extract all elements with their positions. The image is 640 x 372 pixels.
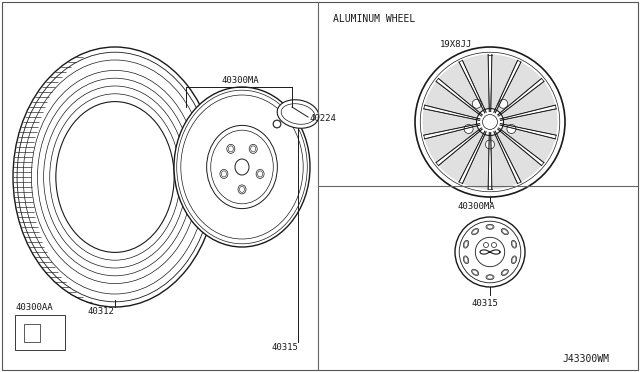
Ellipse shape [501, 269, 508, 276]
Circle shape [472, 99, 481, 108]
Polygon shape [424, 81, 481, 119]
Polygon shape [495, 62, 541, 115]
Circle shape [507, 125, 516, 134]
Text: J43300WM: J43300WM [562, 354, 609, 364]
Ellipse shape [235, 159, 249, 175]
Text: 40312: 40312 [87, 307, 114, 316]
Circle shape [476, 237, 505, 267]
Polygon shape [422, 109, 479, 135]
Circle shape [499, 99, 508, 108]
Text: ALUMINUM WHEEL: ALUMINUM WHEEL [333, 14, 415, 24]
Circle shape [477, 109, 504, 135]
Polygon shape [424, 125, 481, 163]
Ellipse shape [501, 228, 508, 235]
Text: 40224: 40224 [310, 114, 337, 123]
Ellipse shape [472, 228, 479, 235]
Ellipse shape [511, 256, 516, 264]
Ellipse shape [273, 120, 281, 128]
Ellipse shape [463, 256, 468, 264]
Polygon shape [491, 55, 518, 112]
Ellipse shape [277, 100, 319, 128]
Ellipse shape [486, 275, 494, 280]
Polygon shape [499, 125, 556, 163]
Ellipse shape [56, 102, 174, 252]
Ellipse shape [511, 240, 516, 248]
Ellipse shape [220, 169, 228, 179]
Ellipse shape [238, 185, 246, 194]
Ellipse shape [249, 144, 257, 153]
Polygon shape [438, 62, 484, 115]
Polygon shape [491, 132, 518, 189]
Text: 40300MA: 40300MA [458, 202, 495, 211]
Bar [24, 324, 40, 342]
Ellipse shape [256, 169, 264, 179]
Circle shape [464, 125, 473, 134]
Ellipse shape [463, 240, 468, 248]
Circle shape [486, 140, 495, 149]
Ellipse shape [227, 144, 235, 153]
Text: 40315: 40315 [272, 343, 299, 352]
Polygon shape [438, 129, 484, 182]
Text: 40300MA: 40300MA [221, 76, 259, 85]
Ellipse shape [207, 125, 277, 209]
Circle shape [415, 47, 565, 197]
Circle shape [455, 217, 525, 287]
Text: 19X8JJ: 19X8JJ [440, 40, 472, 49]
Polygon shape [463, 132, 489, 189]
Ellipse shape [174, 87, 310, 247]
Ellipse shape [472, 269, 479, 276]
Text: 40315: 40315 [472, 299, 499, 308]
Ellipse shape [486, 224, 494, 229]
Polygon shape [500, 109, 557, 135]
Polygon shape [495, 129, 541, 182]
Polygon shape [499, 81, 556, 119]
Bar [15, 315, 65, 350]
Polygon shape [463, 55, 489, 112]
Text: 40300AA: 40300AA [15, 303, 52, 312]
